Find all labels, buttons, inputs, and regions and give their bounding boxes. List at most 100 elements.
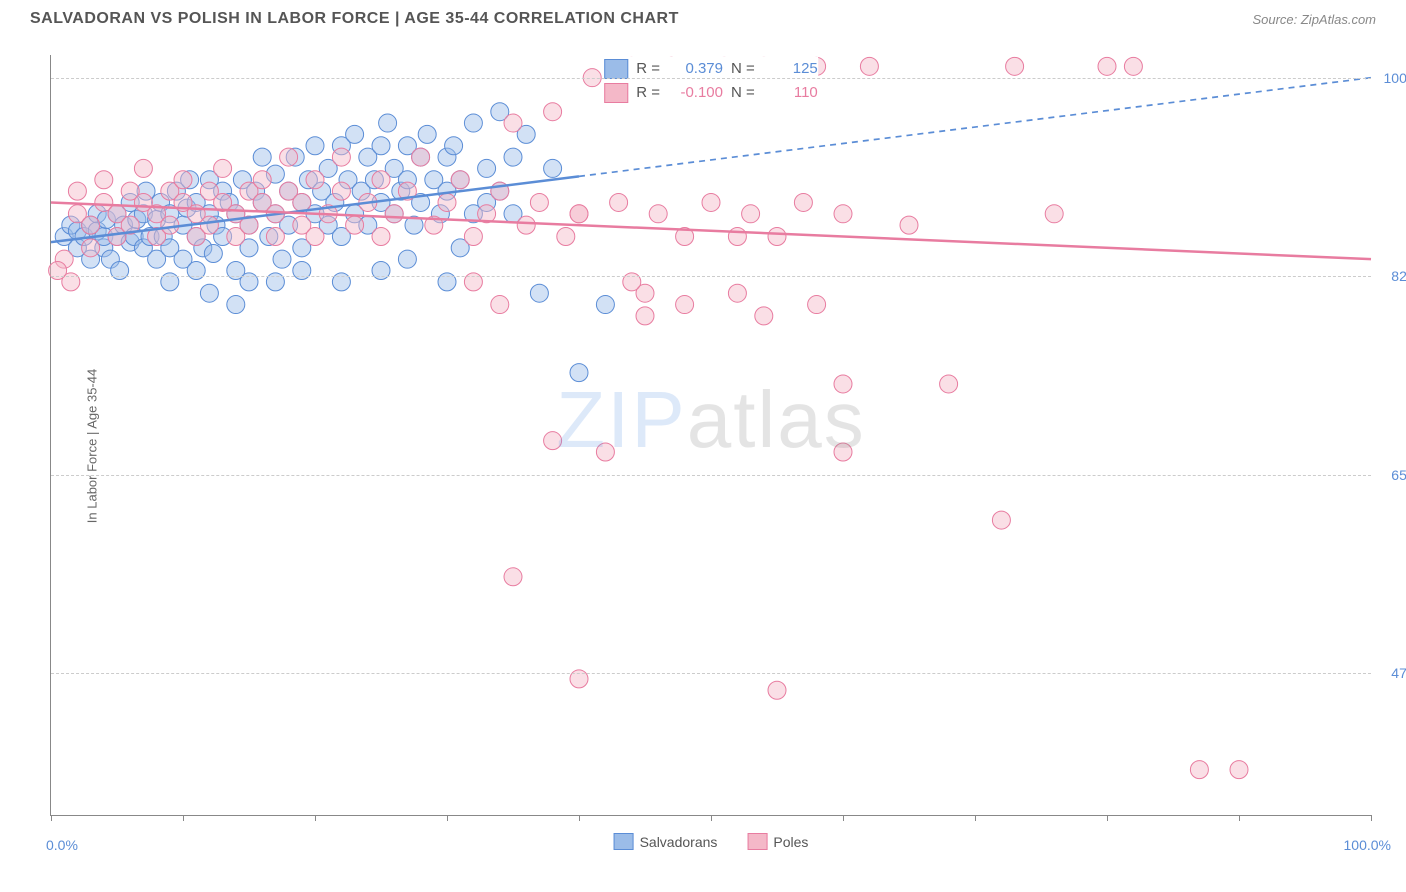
data-point-salvadorans [596, 296, 614, 314]
data-point-salvadorans [398, 250, 416, 268]
legend-item-salvadorans: Salvadorans [614, 833, 718, 850]
xtick [447, 815, 448, 821]
data-point-poles [332, 148, 350, 166]
xtick [315, 815, 316, 821]
n-value-poles: 110 [763, 81, 818, 105]
data-point-poles [1098, 57, 1116, 75]
data-point-poles [174, 171, 192, 189]
xtick [975, 815, 976, 821]
correlation-legend: R = 0.379 N = 125 R = -0.100 N = 110 [604, 57, 818, 105]
source-citation: Source: ZipAtlas.com [1252, 12, 1376, 27]
swatch-salvadorans [604, 59, 628, 79]
swatch-poles [604, 83, 628, 103]
gridline [51, 276, 1371, 277]
data-point-poles [610, 193, 628, 211]
data-point-poles [1190, 761, 1208, 779]
data-point-poles [1230, 761, 1248, 779]
data-point-poles [570, 205, 588, 223]
data-point-salvadorans [570, 364, 588, 382]
ytick-label: 65.0% [1376, 467, 1406, 483]
data-point-poles [385, 205, 403, 223]
data-point-salvadorans [478, 159, 496, 177]
data-point-salvadorans [544, 159, 562, 177]
data-point-poles [1124, 57, 1142, 75]
data-point-salvadorans [504, 148, 522, 166]
data-point-poles [676, 296, 694, 314]
data-point-poles [451, 171, 469, 189]
data-point-poles [755, 307, 773, 325]
ytick-label: 100.0% [1376, 70, 1406, 86]
data-point-salvadorans [346, 125, 364, 143]
data-point-poles [834, 375, 852, 393]
data-point-poles [728, 284, 746, 302]
data-point-salvadorans [464, 114, 482, 132]
data-point-poles [82, 239, 100, 257]
xtick [1371, 815, 1372, 821]
swatch-poles-bottom [747, 833, 767, 850]
data-point-poles [768, 227, 786, 245]
data-point-poles [834, 205, 852, 223]
data-point-poles [636, 307, 654, 325]
data-point-poles [1006, 57, 1024, 75]
data-point-poles [293, 193, 311, 211]
data-point-salvadorans [273, 250, 291, 268]
x-axis-min-label: 0.0% [46, 837, 78, 853]
xtick [843, 815, 844, 821]
data-point-poles [332, 182, 350, 200]
data-point-poles [702, 193, 720, 211]
data-point-poles [992, 511, 1010, 529]
data-point-poles [808, 296, 826, 314]
data-point-poles [517, 216, 535, 234]
data-point-poles [306, 227, 324, 245]
data-point-poles [266, 227, 284, 245]
data-point-poles [438, 193, 456, 211]
data-point-poles [728, 227, 746, 245]
data-point-poles [768, 681, 786, 699]
gridline [51, 475, 1371, 476]
data-point-poles [860, 57, 878, 75]
chart-plot-area: ZIPatlas R = 0.379 N = 125 R = -0.100 N … [50, 55, 1371, 816]
xtick [183, 815, 184, 821]
data-point-salvadorans [418, 125, 436, 143]
data-point-poles [464, 227, 482, 245]
data-point-poles [1045, 205, 1063, 223]
data-point-poles [544, 432, 562, 450]
data-point-poles [82, 216, 100, 234]
data-point-poles [900, 216, 918, 234]
data-point-poles [649, 205, 667, 223]
xtick [711, 815, 712, 821]
data-point-poles [596, 443, 614, 461]
data-point-salvadorans [227, 296, 245, 314]
data-point-salvadorans [530, 284, 548, 302]
data-point-salvadorans [200, 284, 218, 302]
data-point-poles [280, 148, 298, 166]
data-point-poles [530, 193, 548, 211]
data-point-poles [214, 159, 232, 177]
data-point-poles [200, 216, 218, 234]
data-point-poles [794, 193, 812, 211]
gridline [51, 78, 1371, 79]
data-point-poles [742, 205, 760, 223]
data-point-poles [412, 148, 430, 166]
chart-title: SALVADORAN VS POLISH IN LABOR FORCE | AG… [30, 10, 679, 28]
xtick [579, 815, 580, 821]
data-point-poles [253, 171, 271, 189]
data-point-poles [504, 114, 522, 132]
data-point-poles [161, 216, 179, 234]
ytick-label: 47.5% [1376, 665, 1406, 681]
data-point-salvadorans [445, 137, 463, 155]
data-point-poles [504, 568, 522, 586]
legend-row-poles: R = -0.100 N = 110 [604, 81, 818, 105]
data-point-salvadorans [372, 137, 390, 155]
data-point-poles [940, 375, 958, 393]
data-point-salvadorans [253, 148, 271, 166]
series-legend: Salvadorans Poles [614, 833, 809, 850]
data-point-poles [544, 103, 562, 121]
x-axis-max-label: 100.0% [1344, 837, 1391, 853]
data-point-poles [95, 171, 113, 189]
ytick-label: 82.5% [1376, 268, 1406, 284]
data-point-poles [834, 443, 852, 461]
xtick [1239, 815, 1240, 821]
data-point-poles [68, 182, 86, 200]
scatter-svg [51, 55, 1371, 815]
